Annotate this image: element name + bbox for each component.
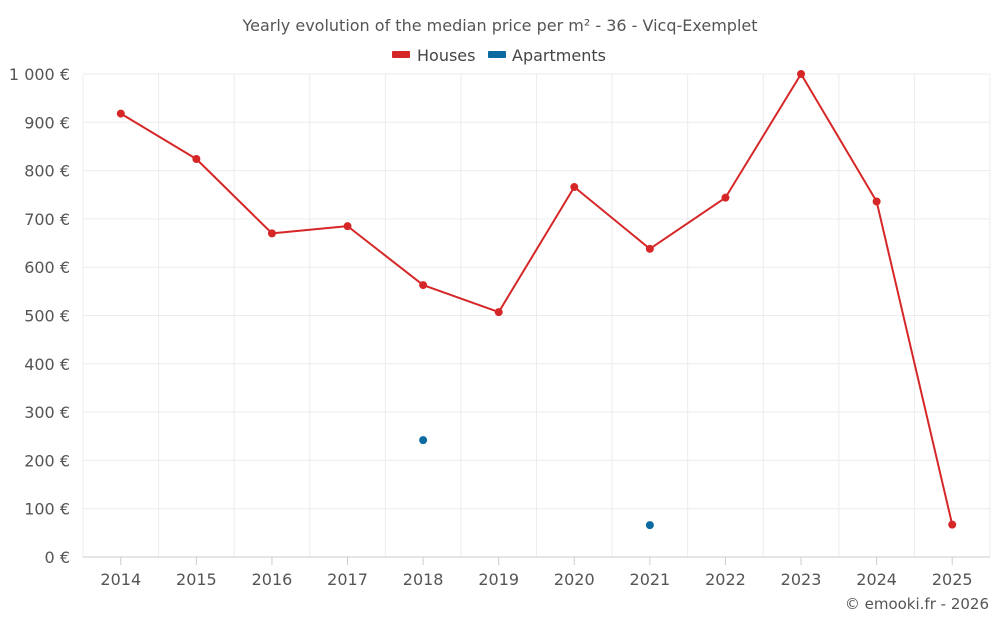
y-tick-label: 300 €	[24, 403, 70, 422]
x-tick-label: 2024	[856, 570, 897, 589]
y-tick-label: 400 €	[24, 355, 70, 374]
x-tick-label: 2016	[252, 570, 293, 589]
series-houses	[116, 70, 957, 529]
y-tick-label: 900 €	[24, 113, 70, 132]
legend-swatch-apartments	[488, 51, 506, 58]
y-tick-label: 1 000 €	[9, 65, 70, 84]
data-point-houses-2023[interactable]	[797, 70, 806, 78]
data-point-houses-2015[interactable]	[192, 155, 201, 164]
data-point-houses-2020[interactable]	[570, 183, 579, 192]
data-point-houses-2024[interactable]	[872, 197, 881, 206]
x-tick-label: 2025	[932, 570, 973, 589]
legend-label-apartments: Apartments	[512, 46, 606, 65]
y-tick-label: 500 €	[24, 307, 70, 326]
chart-title: Yearly evolution of the median price per…	[241, 16, 757, 35]
y-tick-label: 200 €	[24, 451, 70, 470]
x-tick-label: 2015	[176, 570, 217, 589]
credit-text: © emooki.fr - 2026	[845, 595, 989, 613]
legend-swatch-houses	[392, 51, 410, 58]
y-tick-label: 600 €	[24, 258, 70, 277]
y-tick-label: 700 €	[24, 210, 70, 229]
x-tick-label: 2020	[554, 570, 595, 589]
y-tick-label: 100 €	[24, 500, 70, 519]
y-tick-label: 0 €	[45, 548, 70, 567]
x-tick-label: 2017	[327, 570, 368, 589]
legend-item-apartments[interactable]: Apartments	[488, 46, 606, 65]
data-point-houses-2021[interactable]	[645, 244, 654, 253]
data-point-houses-2025[interactable]	[948, 520, 957, 529]
legend-label-houses: Houses	[417, 46, 475, 65]
series-apartments	[419, 436, 654, 530]
data-point-houses-2014[interactable]	[116, 109, 125, 118]
series	[116, 70, 957, 530]
x-tick-label: 2021	[630, 570, 671, 589]
data-point-houses-2017[interactable]	[343, 222, 352, 231]
data-point-houses-2018[interactable]	[419, 281, 428, 290]
x-tick-label: 2022	[705, 570, 746, 589]
x-tick-label: 2019	[478, 570, 519, 589]
data-point-apartments-2021[interactable]	[645, 521, 654, 530]
legend-item-houses[interactable]: Houses	[392, 46, 475, 65]
data-point-apartments-2018[interactable]	[419, 436, 428, 445]
axes: 0 € 100 € 200 € 300 € 400 € 500 € 600 € 700 € 80…	[9, 65, 990, 589]
x-tick-label: 2014	[100, 570, 141, 589]
series-line-houses	[120, 73, 954, 525]
y-tick-label: 800 €	[24, 162, 70, 181]
x-tick-label: 2023	[781, 570, 822, 589]
x-tick-label: 2018	[403, 570, 444, 589]
data-point-houses-2019[interactable]	[494, 308, 503, 317]
legend[interactable]: Houses Apartments	[392, 46, 606, 65]
grid	[82, 73, 991, 558]
data-point-houses-2022[interactable]	[721, 193, 730, 202]
data-point-houses-2016[interactable]	[267, 229, 276, 238]
